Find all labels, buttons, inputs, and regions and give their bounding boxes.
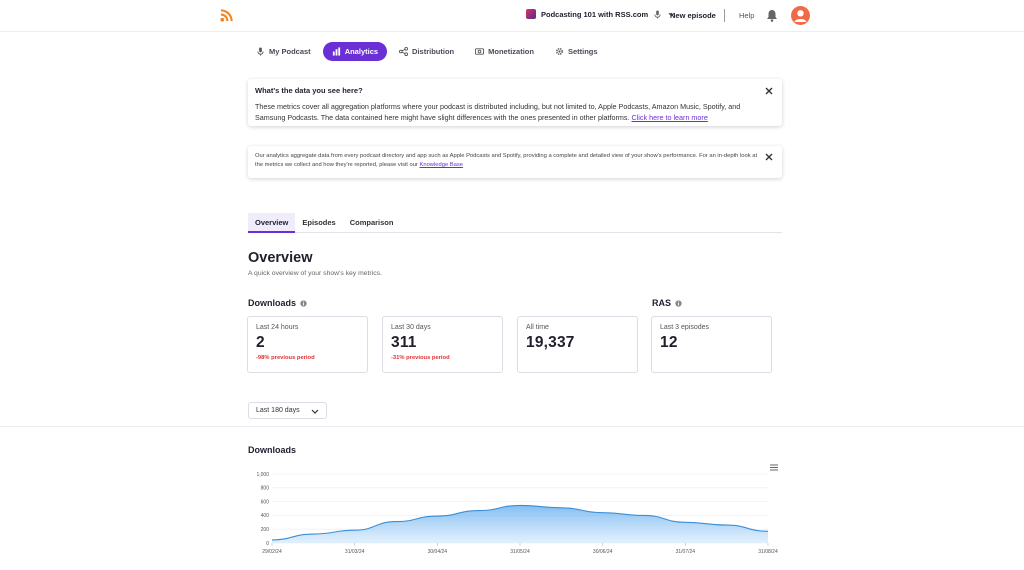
series-line (271, 504, 769, 541)
nav-label: Distribution (412, 47, 455, 56)
nav-label: Settings (567, 47, 598, 56)
nav-distribution[interactable]: Distribution (390, 42, 463, 61)
nav-monetization[interactable]: Monetization (466, 42, 543, 61)
nav-label: Analytics (344, 47, 379, 56)
metric-card-ras: Last 3 episodes 12 (651, 316, 772, 373)
ras-heading: RAS (652, 298, 682, 308)
knowledge-base-link[interactable]: Knowledge Base (419, 162, 463, 168)
date-range-value: Last 180 days (256, 407, 300, 414)
divider (724, 9, 725, 22)
x-tick-label: 30/06/24 (593, 549, 613, 555)
y-tick-label: 0 (266, 541, 269, 547)
nav-my-podcast[interactable]: My Podcast (247, 42, 320, 61)
x-tick-label: 29/02/24 (262, 549, 282, 555)
x-tick-label: 31/05/24 (510, 549, 530, 555)
mic-icon (257, 47, 264, 56)
nav-label: My Podcast (269, 47, 311, 56)
chart-title: Downloads (248, 445, 297, 455)
metric-value: 12 (660, 334, 678, 351)
y-tick-label: 600 (261, 499, 270, 505)
ras-heading-label: RAS (652, 298, 672, 308)
y-tick-label: 800 (261, 486, 270, 492)
page-subtitle: A quick overview of your show's key metr… (248, 270, 382, 277)
info-icon[interactable] (675, 299, 682, 307)
x-tick-label: 31/08/24 (758, 549, 778, 555)
date-range-select[interactable]: Last 180 days (248, 402, 327, 419)
metric-label: Last 24 hours (256, 324, 299, 331)
metric-card-last-30d: Last 30 days 311 -31% previous period (382, 316, 503, 373)
notice-box: Our analytics aggregate data from every … (248, 146, 782, 178)
money-icon (475, 48, 485, 55)
nav-label: Monetization (488, 47, 534, 56)
y-tick-label: 400 (261, 513, 270, 519)
downloads-chart: 1,000 800 600 400 200 0 29/02/24 31/03/24 30/04/… (256, 472, 778, 555)
x-tick-label: 30/04/24 (428, 549, 448, 555)
metric-card-last-24h: Last 24 hours 2 -98% previous period (247, 316, 368, 373)
podcast-name: Podcasting 101 with RSS.com (541, 9, 649, 19)
y-tick-label: 200 (261, 527, 270, 533)
metric-value: 311 (391, 334, 417, 351)
page-title: Overview (248, 250, 313, 266)
metric-label: Last 3 episodes (660, 324, 710, 331)
mic-icon (654, 9, 661, 19)
downloads-heading-label: Downloads (248, 298, 297, 308)
downloads-heading: Downloads (248, 298, 307, 308)
notice-box-body: Our analytics aggregate data from every … (255, 153, 758, 168)
info-box-body: These metrics cover all aggregation plat… (255, 102, 741, 122)
podcast-selector[interactable]: Podcasting 101 with RSS.com (526, 9, 676, 19)
metric-delta: -98% previous period (256, 355, 315, 361)
bell-icon[interactable] (766, 9, 778, 22)
chevron-down-icon (668, 12, 675, 17)
share-icon (399, 47, 409, 56)
tab-comparison[interactable]: Comparison (349, 218, 394, 227)
metric-card-all-time: All time 19,337 (517, 316, 638, 373)
metric-label: Last 30 days (391, 324, 431, 331)
section-divider (0, 426, 1024, 427)
x-tick-label: 31/03/24 (345, 549, 365, 555)
analytics-tabs: Overview Episodes Comparison (248, 213, 782, 233)
bar-chart-icon (332, 47, 340, 56)
metric-value: 19,337 (526, 334, 575, 351)
info-box: What's the data you see here? These metr… (248, 79, 782, 126)
close-icon[interactable] (765, 87, 773, 95)
top-bar: Podcasting 101 with RSS.com New episode … (0, 0, 1024, 32)
rss-logo-icon[interactable] (219, 8, 234, 23)
metric-label: All time (526, 324, 549, 331)
nav-settings[interactable]: Settings (546, 42, 607, 61)
nav-analytics[interactable]: Analytics (322, 42, 388, 61)
x-tick-label: 31/07/24 (676, 549, 696, 555)
metric-delta: -31% previous period (391, 355, 450, 361)
main-nav: My Podcast Analytics Distribution Moneti… (247, 42, 610, 61)
info-box-title: What's the data you see here? (255, 86, 363, 95)
y-tick-label: 1,000 (256, 472, 269, 478)
user-avatar[interactable] (791, 6, 810, 25)
user-icon (791, 6, 810, 25)
close-icon[interactable] (765, 153, 773, 161)
metric-value: 2 (256, 334, 265, 351)
tab-overview[interactable]: Overview (248, 213, 296, 233)
help-link[interactable]: Help (739, 11, 755, 20)
chart-menu-icon[interactable] (770, 464, 778, 471)
info-icon[interactable] (300, 299, 307, 307)
gear-icon (556, 48, 563, 55)
series-area (272, 505, 768, 543)
tab-episodes[interactable]: Episodes (302, 218, 336, 227)
chevron-down-icon (311, 409, 319, 414)
new-episode-button[interactable]: New episode (670, 11, 716, 20)
podcast-cover-icon (526, 9, 536, 19)
learn-more-link[interactable]: Click here to learn more (631, 113, 708, 122)
